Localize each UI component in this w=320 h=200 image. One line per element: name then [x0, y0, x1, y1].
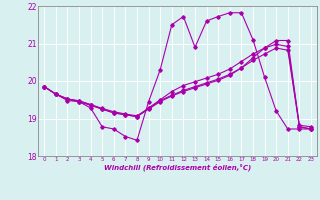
- X-axis label: Windchill (Refroidissement éolien,°C): Windchill (Refroidissement éolien,°C): [104, 164, 251, 171]
